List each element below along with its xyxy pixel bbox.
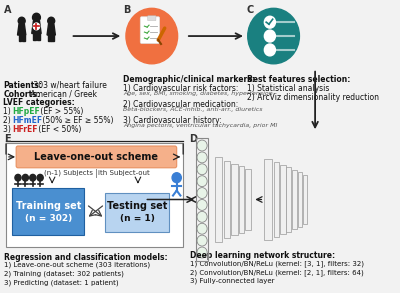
Text: 2) Training (dataset: 302 patients): 2) Training (dataset: 302 patients)	[4, 271, 124, 277]
Text: HFrEF: HFrEF	[13, 125, 38, 134]
FancyBboxPatch shape	[298, 172, 302, 227]
Text: Testing set: Testing set	[107, 201, 167, 212]
Polygon shape	[52, 35, 54, 41]
Circle shape	[197, 176, 207, 187]
Text: B: B	[123, 5, 130, 15]
Circle shape	[197, 235, 207, 246]
FancyBboxPatch shape	[238, 166, 244, 233]
FancyBboxPatch shape	[214, 157, 222, 242]
FancyBboxPatch shape	[292, 170, 297, 229]
Text: Cohorts:: Cohorts:	[3, 90, 40, 98]
Text: C: C	[247, 5, 254, 15]
FancyBboxPatch shape	[245, 169, 250, 230]
FancyBboxPatch shape	[105, 193, 169, 232]
Circle shape	[197, 140, 207, 151]
Text: ith Subject-out: ith Subject-out	[98, 170, 150, 176]
Text: 1) Cardiovascular risk factors:: 1) Cardiovascular risk factors:	[123, 84, 238, 93]
Circle shape	[32, 13, 40, 22]
Text: Best features selection:: Best features selection:	[247, 75, 350, 84]
Circle shape	[15, 174, 21, 181]
Text: Beta-blockers, ACE-inhib., anti-arr., diuretics: Beta-blockers, ACE-inhib., anti-arr., di…	[123, 107, 263, 112]
Text: (50% ≥ EF ≥ 55%): (50% ≥ EF ≥ 55%)	[40, 116, 114, 125]
FancyBboxPatch shape	[303, 175, 307, 224]
Text: 303 w/heart failure: 303 w/heart failure	[31, 81, 107, 90]
Text: Training set: Training set	[16, 201, 81, 211]
Circle shape	[264, 30, 276, 42]
FancyBboxPatch shape	[280, 165, 286, 234]
Circle shape	[48, 17, 55, 25]
Text: Deep learning network structure:: Deep learning network structure:	[190, 251, 335, 260]
Circle shape	[264, 16, 276, 28]
FancyBboxPatch shape	[274, 162, 279, 237]
FancyBboxPatch shape	[12, 188, 84, 235]
Text: (EF < 50%): (EF < 50%)	[36, 125, 82, 134]
Circle shape	[30, 174, 36, 181]
Text: Patients:: Patients:	[3, 81, 42, 90]
Text: D: D	[190, 134, 198, 144]
Polygon shape	[32, 22, 41, 33]
Circle shape	[197, 164, 207, 175]
Polygon shape	[33, 33, 36, 40]
Circle shape	[197, 211, 207, 222]
Text: Regression and classification models:: Regression and classification models:	[4, 253, 168, 262]
Text: 2) Cardiovascular medication:: 2) Cardiovascular medication:	[123, 100, 238, 109]
FancyBboxPatch shape	[6, 143, 183, 247]
Text: Demographic/clinical markers:: Demographic/clinical markers:	[123, 75, 255, 84]
Circle shape	[37, 174, 43, 181]
Text: (n = 302): (n = 302)	[25, 214, 72, 223]
Text: 3) Cardiovascular history:: 3) Cardiovascular history:	[123, 116, 222, 125]
Text: 2) Convolution/BN/ReLu (kernel: [2, 1], filters: 64): 2) Convolution/BN/ReLu (kernel: [2, 1], …	[190, 269, 363, 276]
Text: Age, sex, BMI, smoking, diabetes, hypertension: Age, sex, BMI, smoking, diabetes, hypert…	[123, 91, 273, 96]
Text: 1): 1)	[3, 107, 13, 116]
Text: (EF > 55%): (EF > 55%)	[38, 107, 84, 116]
Circle shape	[197, 223, 207, 234]
Circle shape	[197, 188, 207, 198]
Text: American / Greek: American / Greek	[28, 90, 97, 98]
FancyBboxPatch shape	[148, 16, 156, 21]
Circle shape	[248, 8, 300, 64]
Circle shape	[172, 173, 181, 183]
Text: 2): 2)	[3, 116, 13, 125]
FancyBboxPatch shape	[224, 161, 230, 238]
Text: HFmEF: HFmEF	[12, 116, 43, 125]
Text: HFpEF: HFpEF	[12, 107, 40, 116]
Circle shape	[197, 152, 207, 163]
Text: 3) Fully-connected layer: 3) Fully-connected layer	[190, 278, 274, 284]
Text: 1) Statistical analysis: 1) Statistical analysis	[247, 84, 329, 93]
Circle shape	[18, 17, 25, 25]
Text: 2) ArcViz dimensionality reduction: 2) ArcViz dimensionality reduction	[247, 93, 379, 101]
Circle shape	[126, 8, 178, 64]
Text: 3): 3)	[3, 125, 14, 134]
Polygon shape	[22, 35, 25, 41]
Polygon shape	[48, 35, 51, 41]
FancyBboxPatch shape	[286, 167, 291, 232]
Text: E: E	[4, 134, 11, 144]
Circle shape	[264, 44, 276, 56]
FancyBboxPatch shape	[264, 159, 272, 240]
Text: A: A	[4, 5, 12, 15]
Text: LVEF categories:: LVEF categories:	[3, 98, 75, 108]
Circle shape	[22, 174, 28, 181]
Polygon shape	[47, 25, 55, 35]
Polygon shape	[37, 33, 40, 40]
Text: (n = 1): (n = 1)	[120, 214, 154, 223]
FancyBboxPatch shape	[140, 17, 160, 43]
Circle shape	[33, 23, 40, 30]
Circle shape	[197, 200, 207, 210]
Text: 1) Convolution/BN/ReLu (kernel: [3, 1], filters: 32): 1) Convolution/BN/ReLu (kernel: [3, 1], …	[190, 260, 364, 267]
Text: 1) Leave-one-out scheme (303 iterations): 1) Leave-one-out scheme (303 iterations)	[4, 262, 150, 268]
Text: Leave-one-out scheme: Leave-one-out scheme	[34, 152, 158, 162]
Circle shape	[197, 247, 207, 258]
Polygon shape	[19, 35, 22, 41]
Text: Angina pectoris, ventricular tachycardia, prior MI: Angina pectoris, ventricular tachycardia…	[123, 123, 278, 128]
Text: (n-1) Subjects: (n-1) Subjects	[44, 170, 93, 176]
FancyBboxPatch shape	[231, 164, 238, 235]
FancyBboxPatch shape	[16, 146, 177, 168]
Text: 3) Predicting (dataset: 1 patient): 3) Predicting (dataset: 1 patient)	[4, 280, 119, 286]
Polygon shape	[18, 25, 26, 35]
